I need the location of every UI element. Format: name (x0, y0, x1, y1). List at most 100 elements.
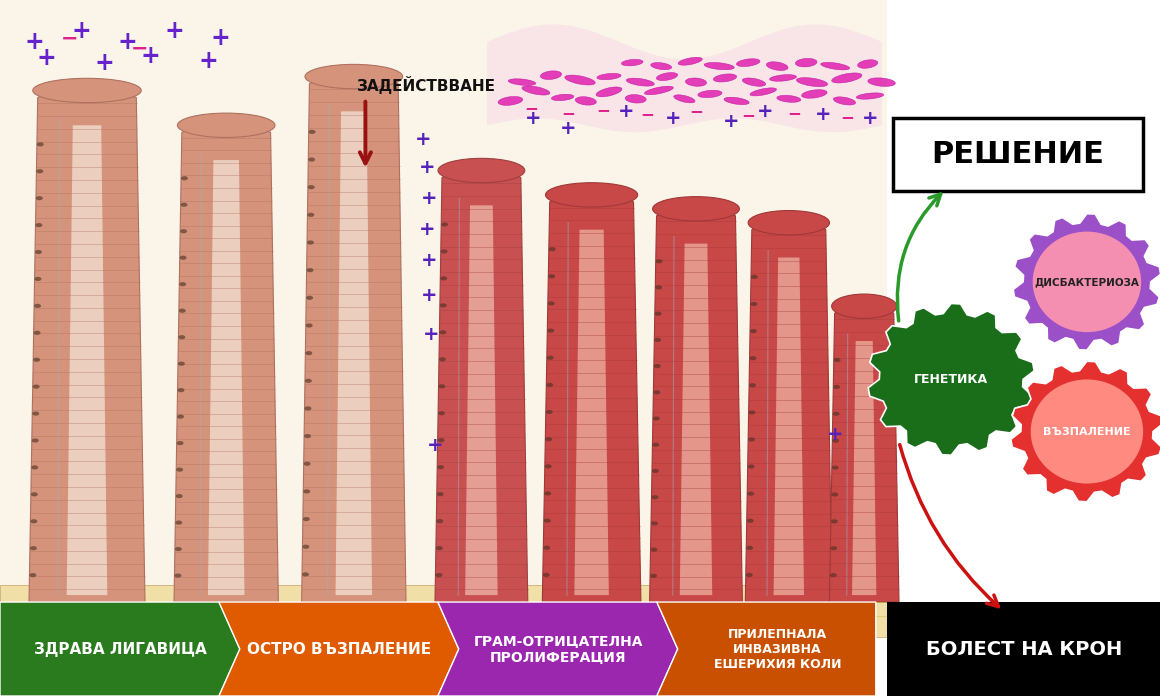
Ellipse shape (32, 411, 39, 416)
Text: +: + (827, 425, 843, 445)
Ellipse shape (748, 464, 755, 468)
Text: ВЪЗПАЛЕНИЕ: ВЪЗПАЛЕНИЕ (1043, 427, 1131, 436)
Ellipse shape (833, 385, 840, 389)
Ellipse shape (545, 183, 638, 207)
Polygon shape (487, 24, 882, 132)
Text: +: + (427, 436, 443, 455)
Text: −: − (689, 102, 703, 120)
Text: ОСТРО ВЪЗПАЛЕНИЕ: ОСТРО ВЪЗПАЛЕНИЕ (247, 642, 432, 656)
Bar (0, 585, 887, 637)
Ellipse shape (303, 545, 310, 549)
Text: +: + (421, 286, 437, 306)
Ellipse shape (746, 546, 753, 550)
Ellipse shape (596, 87, 622, 97)
Ellipse shape (508, 79, 536, 86)
Ellipse shape (833, 412, 840, 416)
Ellipse shape (36, 196, 43, 200)
Text: ДИСБАКТЕРИОЗА: ДИСБАКТЕРИОЗА (1035, 277, 1139, 287)
Ellipse shape (742, 78, 766, 86)
Ellipse shape (546, 356, 553, 360)
Ellipse shape (522, 86, 550, 95)
Polygon shape (438, 602, 677, 696)
Text: +: + (140, 44, 161, 68)
Ellipse shape (174, 574, 181, 578)
Ellipse shape (180, 229, 187, 233)
Ellipse shape (441, 249, 448, 253)
Polygon shape (435, 164, 528, 602)
Text: +: + (94, 51, 115, 74)
Ellipse shape (1049, 246, 1125, 317)
Ellipse shape (749, 356, 756, 361)
Text: +: + (665, 109, 681, 128)
Polygon shape (465, 205, 498, 595)
Ellipse shape (724, 97, 749, 104)
Ellipse shape (31, 466, 38, 470)
Polygon shape (66, 125, 107, 595)
Ellipse shape (657, 72, 677, 81)
Ellipse shape (832, 466, 839, 470)
Polygon shape (0, 602, 240, 696)
Text: ЗДРАВА ЛИГАВИЦА: ЗДРАВА ЛИГАВИЦА (34, 642, 206, 656)
Ellipse shape (1032, 232, 1141, 332)
Ellipse shape (34, 331, 41, 335)
Ellipse shape (653, 416, 660, 420)
Ellipse shape (575, 97, 596, 105)
Text: −: − (524, 99, 538, 117)
Text: −: − (741, 106, 755, 124)
Text: −: − (596, 101, 610, 119)
Ellipse shape (545, 410, 552, 414)
Text: БОЛЕСТ НА КРОН: БОЛЕСТ НА КРОН (926, 640, 1122, 658)
Text: −: − (788, 104, 802, 122)
Text: −: − (640, 105, 654, 123)
Text: +: + (757, 102, 774, 121)
Ellipse shape (748, 410, 755, 415)
Polygon shape (335, 111, 372, 595)
Text: РЕШЕНИЕ: РЕШЕНИЕ (931, 141, 1104, 169)
Ellipse shape (32, 385, 39, 389)
Ellipse shape (545, 437, 552, 441)
Polygon shape (774, 258, 804, 595)
Ellipse shape (545, 464, 552, 468)
Ellipse shape (831, 546, 838, 551)
Ellipse shape (747, 491, 754, 496)
Ellipse shape (832, 492, 839, 496)
Bar (887, 0, 1160, 602)
Text: +: + (862, 109, 878, 128)
Text: ГЕНЕТИКА: ГЕНЕТИКА (914, 373, 988, 386)
Ellipse shape (821, 63, 849, 70)
Text: +: + (419, 220, 435, 239)
Ellipse shape (34, 358, 41, 362)
Ellipse shape (435, 573, 442, 577)
Ellipse shape (541, 71, 561, 79)
Ellipse shape (176, 468, 183, 472)
Ellipse shape (305, 379, 312, 383)
Text: +: + (198, 49, 219, 73)
Ellipse shape (305, 351, 312, 355)
Ellipse shape (177, 388, 184, 393)
Ellipse shape (622, 59, 643, 66)
Ellipse shape (35, 277, 42, 281)
Ellipse shape (307, 213, 314, 217)
Polygon shape (746, 216, 833, 602)
Ellipse shape (746, 573, 753, 577)
Ellipse shape (302, 572, 309, 576)
Ellipse shape (551, 94, 574, 101)
Text: +: + (210, 26, 231, 50)
Ellipse shape (179, 308, 186, 313)
Ellipse shape (31, 438, 38, 443)
Ellipse shape (30, 519, 37, 523)
Text: +: + (71, 19, 92, 43)
Ellipse shape (652, 495, 659, 499)
Ellipse shape (829, 573, 836, 577)
Ellipse shape (832, 73, 862, 83)
Ellipse shape (549, 274, 556, 278)
Ellipse shape (747, 519, 754, 523)
Ellipse shape (651, 63, 672, 70)
Ellipse shape (652, 469, 659, 473)
Polygon shape (851, 341, 877, 595)
Ellipse shape (440, 303, 447, 308)
Ellipse shape (176, 494, 183, 498)
Polygon shape (657, 602, 876, 696)
Ellipse shape (305, 65, 403, 88)
Ellipse shape (437, 438, 444, 443)
